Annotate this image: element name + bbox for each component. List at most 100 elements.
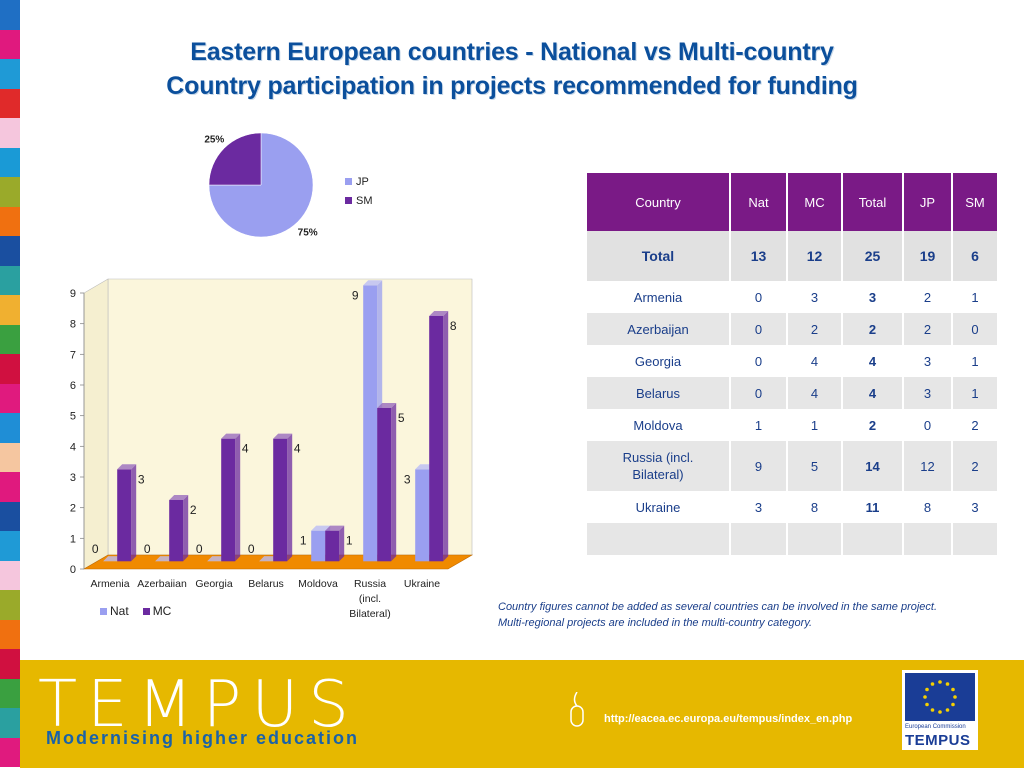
table-cell: 2 (923, 289, 932, 305)
data-label-nat: 0 (92, 542, 99, 556)
bar-legend: Nat MC (100, 604, 171, 618)
data-label-mc: 4 (242, 442, 249, 456)
pie-legend-swatch-sm (345, 197, 352, 204)
x-tick-label: Belarus (248, 578, 284, 590)
y-tick-label: 3 (70, 472, 76, 484)
stripe-segment (0, 177, 20, 207)
table-cell: 0 (754, 353, 763, 369)
y-tick-label: 9 (70, 288, 76, 300)
stripe-segment (0, 560, 20, 590)
y-tick-label: 6 (70, 380, 76, 392)
table-cell: 4 (810, 353, 819, 369)
y-tick-label: 5 (70, 411, 76, 423)
bar-legend-swatch-nat (100, 608, 107, 615)
table-cell: 0 (731, 313, 786, 345)
pie-percent-label: 75% (298, 228, 318, 239)
table-cell: 1 (754, 417, 763, 433)
header-mc: MC (788, 173, 841, 231)
stripe-segment (0, 118, 20, 148)
table-row: Armenia 0 3 3 2 1 (587, 281, 997, 313)
table-cell: 2 (843, 313, 902, 345)
data-label-mc: 5 (398, 411, 405, 425)
bar-legend-item-nat: Nat (100, 604, 129, 618)
table-total-row: Total 13 12 25 19 6 (587, 231, 997, 281)
pie-slice-jp (208, 132, 314, 238)
table-cell: 3 (810, 289, 819, 305)
stripe-segment (0, 531, 20, 561)
table-cell: 0 (754, 289, 763, 305)
table-cell: 0 (731, 377, 786, 409)
table-cell: 13 (731, 231, 786, 281)
table-cell: 0 (923, 417, 932, 433)
footer-link[interactable]: http://eacea.ec.europa.eu/tempus/index_e… (604, 713, 853, 725)
stripe-segment (0, 590, 20, 620)
table-cell: 12 (904, 441, 951, 491)
stripe-segment (0, 383, 20, 413)
stripe-segment (0, 413, 20, 443)
table-cell: 19 (904, 231, 951, 281)
page-title-line-2: Country participation in projects recomm… (166, 72, 858, 100)
footer-banner: TEMPUS Modernising higher education http… (20, 660, 1024, 768)
bar-legend-label-mc: MC (152, 604, 172, 618)
stripe-segment (0, 737, 20, 767)
y-tick-label: 8 (70, 319, 76, 331)
header-country: Country (587, 173, 729, 231)
stripe-segment (0, 649, 20, 679)
page-title-line-1: Eastern European countries - National vs… (190, 38, 834, 66)
data-label-mc: 1 (346, 534, 353, 548)
table-cell: Ukraine (635, 499, 681, 515)
table-row: Azerbaijan 0 2 2 2 0 (587, 313, 997, 345)
eu-logo-brand: TEMPUS (905, 732, 971, 749)
eu-star-icon (925, 687, 929, 692)
header-total: Total (843, 173, 902, 231)
x-tick-label: Russia (354, 578, 386, 590)
table-cell: 0 (953, 313, 997, 345)
table-cell: 1 (953, 377, 997, 409)
european-commission-logo: European Commission TEMPUS (902, 670, 978, 750)
table-row: Georgia 0 4 4 3 1 (587, 345, 997, 377)
table-cell: 1 (971, 353, 979, 369)
table-cell: 2 (971, 417, 979, 433)
bar-mc (169, 494, 189, 562)
data-label-mc: 8 (450, 319, 457, 333)
x-tick-label: Ukraine (404, 578, 440, 590)
footnote-line-1: Country figures cannot be added as sever… (498, 601, 938, 613)
table-cell: 11 (865, 499, 880, 515)
stripe-segment (0, 59, 20, 89)
table-cell: 12 (788, 231, 841, 281)
stripe-segment (0, 295, 20, 325)
pie-legend-item-sm: SM (345, 191, 373, 210)
header-sm: SM (953, 173, 997, 231)
table-cell: 25 (843, 231, 902, 281)
x-tick-label: (incl. (359, 593, 381, 605)
table-cell: 4 (843, 377, 902, 409)
eu-star-icon (925, 702, 929, 707)
y-tick-label: 2 (70, 503, 76, 515)
stripe-segment (0, 147, 20, 177)
data-label-mc: 3 (138, 472, 145, 486)
table-cell: 3 (904, 377, 951, 409)
tempus-logo-text: TEMPUS (38, 668, 359, 742)
participation-table: Country Nat MC Total JP SM Total 13 12 2… (585, 173, 999, 555)
table-cell: 1 (971, 289, 979, 305)
table-header-row: Country Nat MC Total JP SM (587, 173, 997, 231)
table-cell (843, 523, 902, 555)
stripe-segment (0, 265, 20, 295)
y-tick-label: 1 (70, 533, 76, 545)
eu-star-icon (930, 682, 935, 686)
data-label-mc: 2 (190, 503, 197, 517)
stripe-segment (0, 324, 20, 354)
footnote-line-2: Multi-regional projects are included in … (498, 617, 813, 629)
header-nat: Nat (731, 173, 786, 231)
table-cell: 2 (788, 313, 841, 345)
eu-flag-icon (905, 673, 975, 721)
bar-mc (325, 525, 345, 562)
stripe-segment (0, 354, 20, 384)
eu-star-icon (951, 687, 955, 692)
data-label-nat: 9 (352, 288, 359, 302)
stripe-segment (0, 678, 20, 708)
stripe-segment (0, 619, 20, 649)
table-cell: 9 (731, 441, 786, 491)
table-blank-row (587, 523, 997, 555)
stripe-segment (0, 206, 20, 236)
